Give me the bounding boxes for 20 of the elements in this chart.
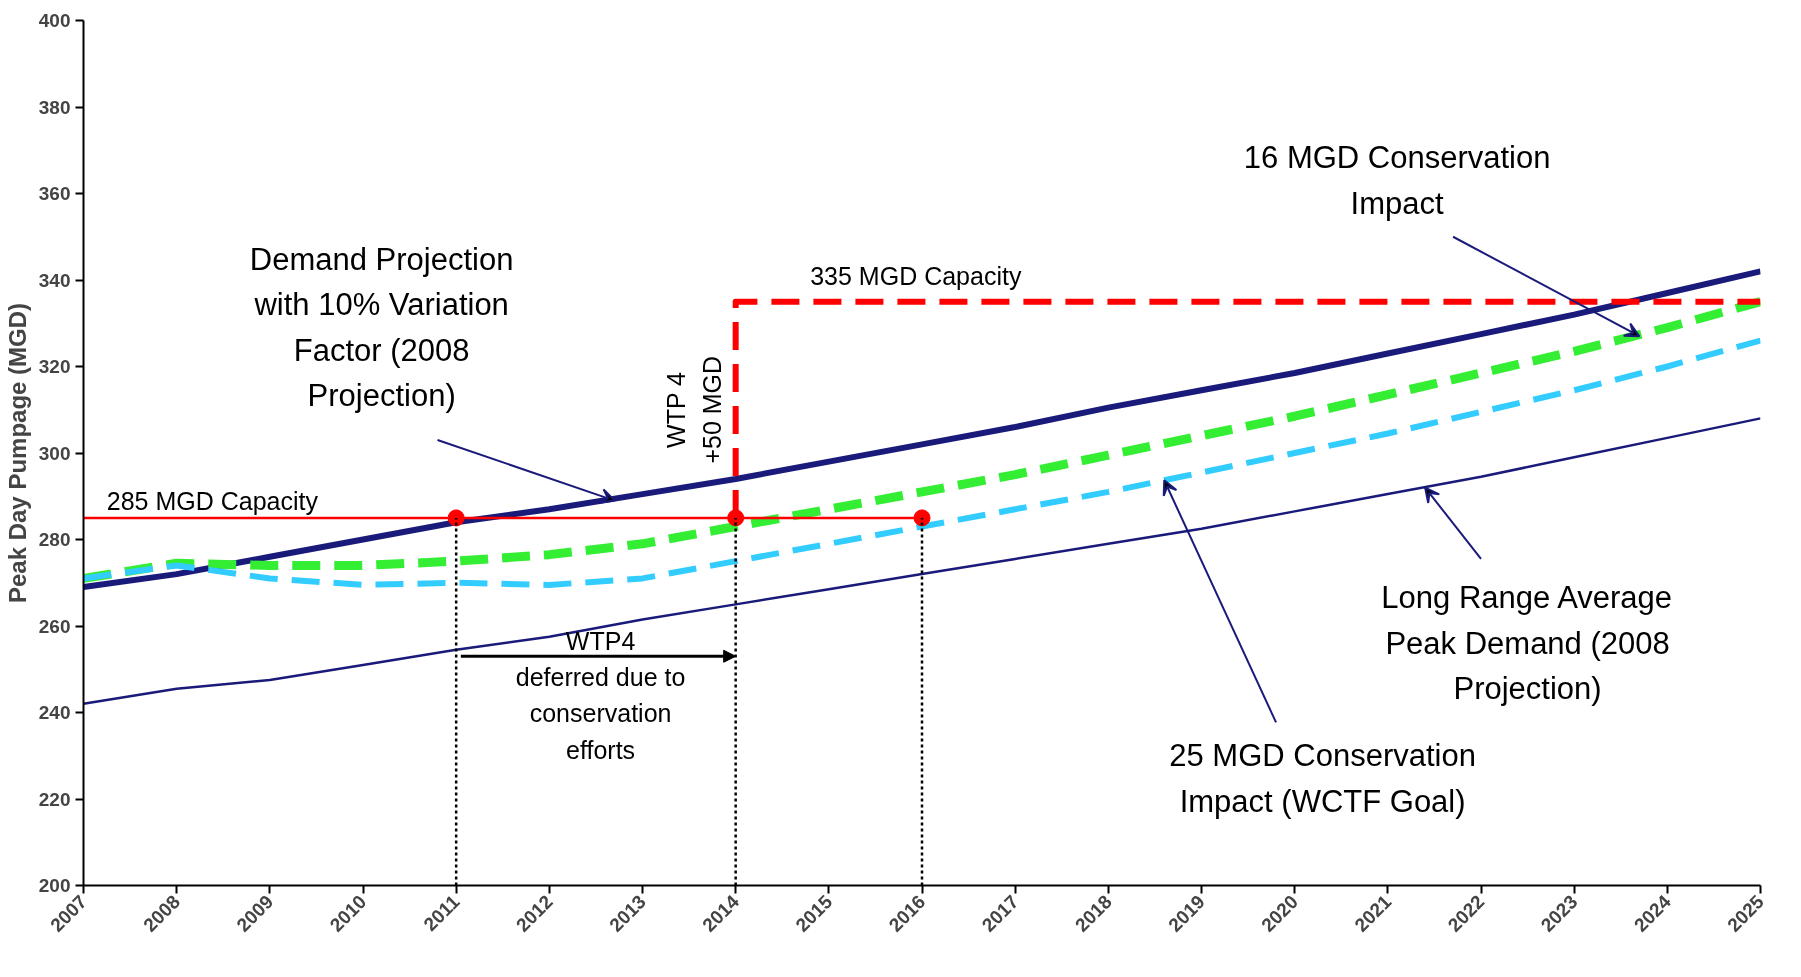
annotation: WTP4 deferred due to conservation efforts [515,626,686,764]
annotation: Long Range Average Peak Demand (2008 Projection) [1381,580,1673,707]
annotation: Demand Projection with 10% Variation Factor (2008 Projection) [249,241,514,414]
y-tick-label: 200 [38,875,71,896]
y-tick-label: 280 [38,529,71,550]
y-tick-label: 320 [38,356,71,377]
y-tick-label: 380 [38,96,71,118]
y-tick-label: 240 [38,702,71,723]
y-tick-label: 220 [38,788,71,810]
annotation: 25 MGD Conservation Impact (WCTF Goal) [1169,738,1476,819]
annotation: 335 MGD Capacity [810,261,1022,290]
y-tick-label: 400 [38,10,71,31]
y-tick-label: 260 [38,615,71,637]
y-axis-title: Peak Day Pumpage (MGD) [3,302,31,604]
annotation: WTP 4 +50 MGD [661,355,726,464]
y-tick-label: 300 [38,442,71,464]
y-tick-label: 360 [38,183,71,204]
annotation: 285 MGD Capacity [106,486,319,515]
annotation: 16 MGD Conservation Impact [1243,140,1551,221]
y-tick-label: 340 [38,269,71,291]
